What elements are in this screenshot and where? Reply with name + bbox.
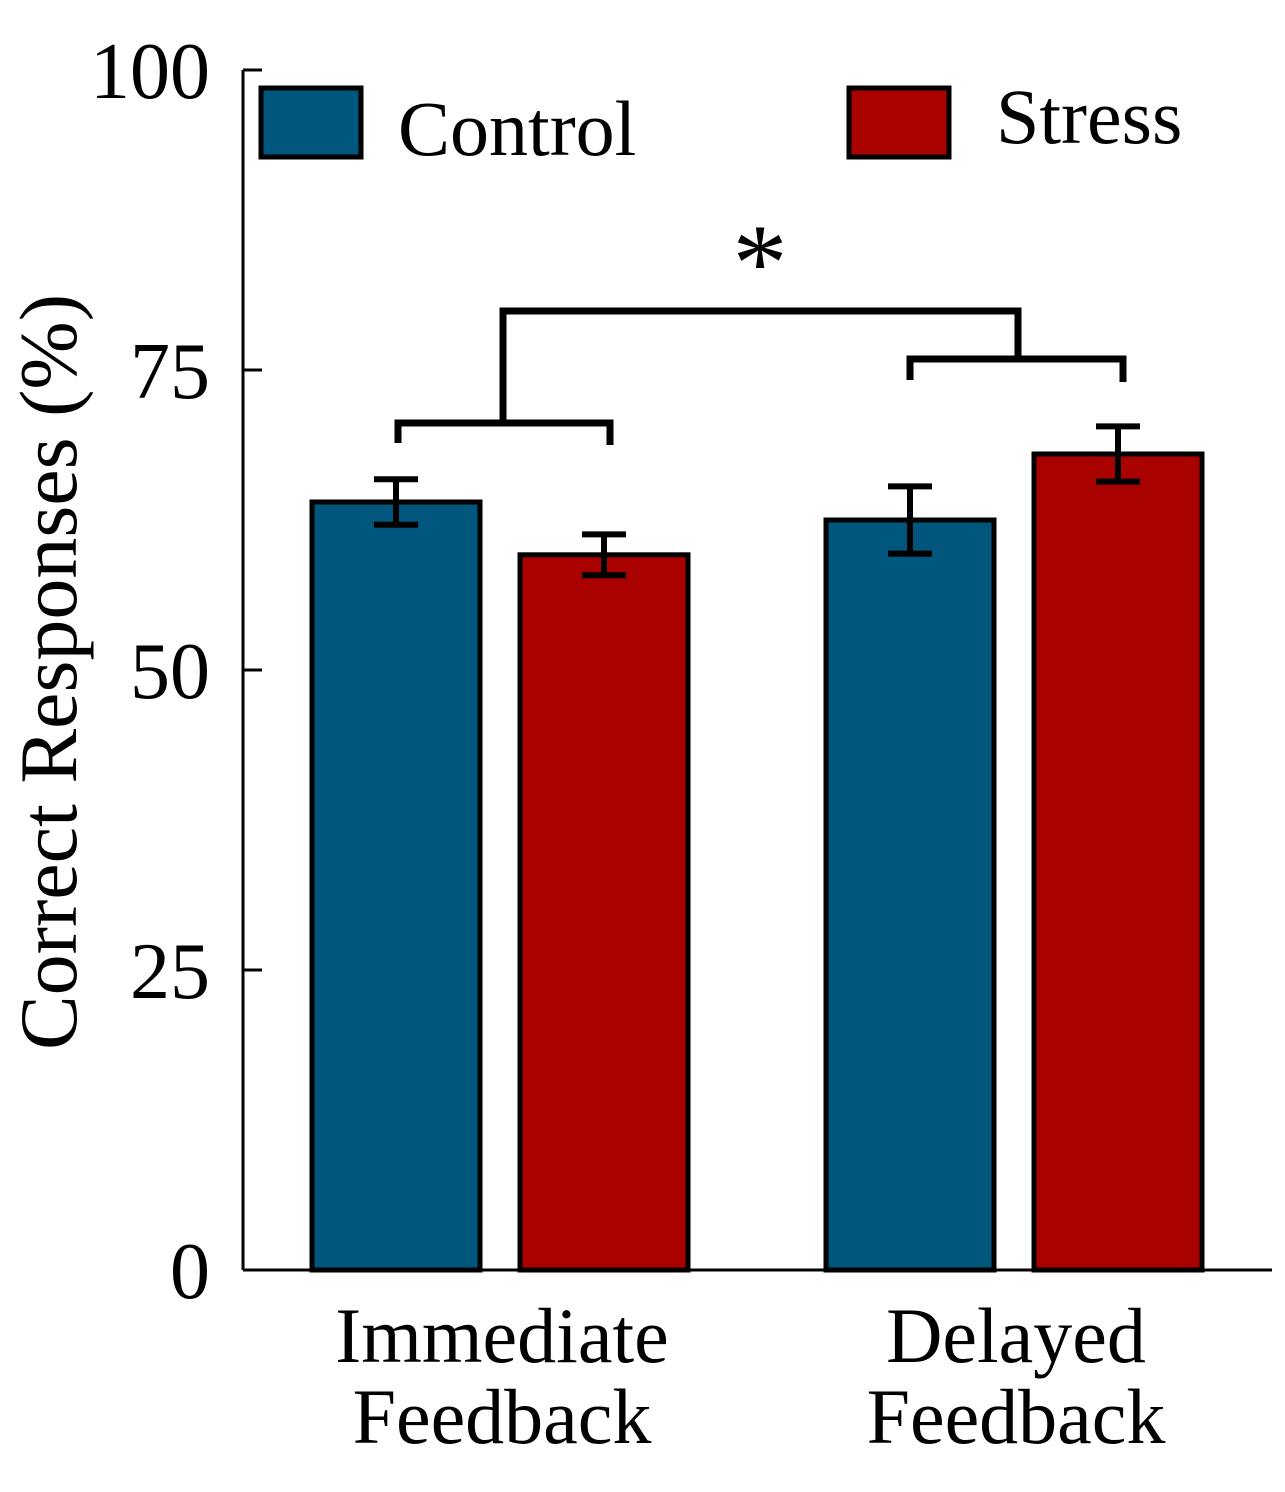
error-bar-immediate-control (374, 476, 418, 528)
y-axis: 0 25 50 75 100 (90, 28, 262, 1316)
y-axis-label: Correct Responses (%) (3, 294, 94, 1050)
bar-delayed-stress (1031, 451, 1205, 1273)
bars (309, 423, 1205, 1273)
legend-label-control: Control (398, 85, 636, 172)
bar-delayed-control (823, 517, 997, 1273)
bar-immediate-control (309, 499, 483, 1273)
bar-immediate-stress (517, 552, 691, 1273)
y-tick-label-75: 75 (130, 328, 210, 416)
y-tick-label-100: 100 (90, 28, 210, 116)
y-tick-label-50: 50 (130, 628, 210, 716)
legend-swatch-control (258, 85, 364, 160)
significance-star: * (733, 202, 788, 324)
significance-brackets (394, 307, 1127, 445)
y-tick-label-25: 25 (130, 928, 210, 1016)
x-axis-categories: Immediate Feedback Delayed Feedback (335, 1292, 1165, 1460)
error-bar-delayed-stress (1096, 423, 1140, 485)
category-label-immediate-line1: Immediate (335, 1292, 669, 1379)
legend-swatch-stress (846, 85, 952, 160)
error-bar-delayed-control (888, 483, 932, 557)
bracket-main (499, 307, 1022, 423)
legend: Control Stress (258, 73, 1182, 172)
category-label-immediate-line2: Feedback (353, 1373, 652, 1460)
legend-label-stress: Stress (996, 73, 1182, 160)
bracket-immediate (394, 419, 614, 445)
category-label-delayed-line2: Feedback (867, 1373, 1166, 1460)
bracket-delayed (906, 355, 1127, 382)
category-label-delayed-line1: Delayed (886, 1292, 1146, 1379)
y-tick-label-0: 0 (170, 1228, 210, 1316)
error-bar-immediate-stress (582, 531, 626, 579)
